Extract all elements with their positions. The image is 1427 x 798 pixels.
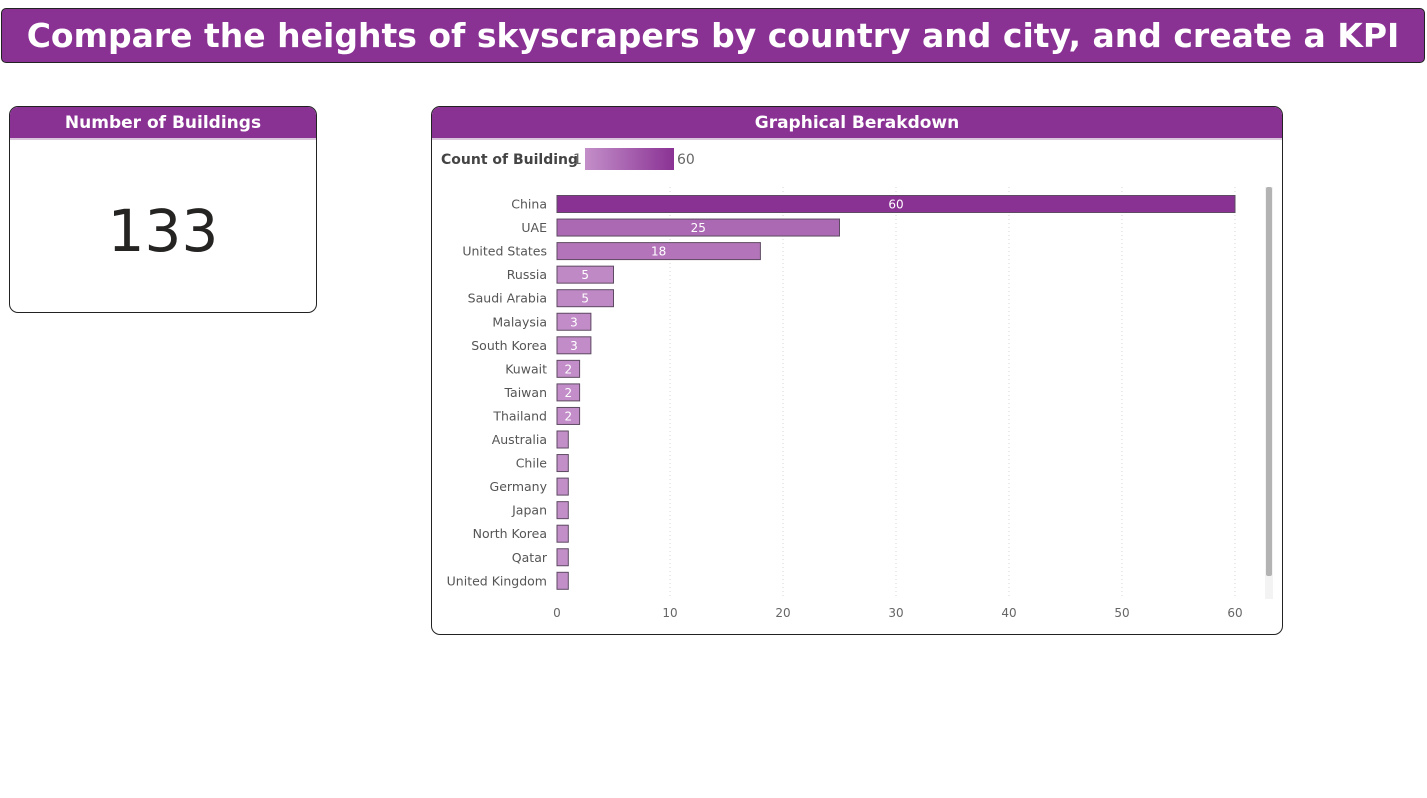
chart-title: Graphical Berakdown — [432, 107, 1282, 140]
bar-data-label: 5 — [581, 268, 589, 282]
bar-kuwait[interactable] — [556, 359, 581, 378]
x-tick-label: 20 — [775, 606, 790, 620]
legend-max-label: 60 — [677, 152, 695, 168]
chart-scrollbar[interactable] — [1265, 187, 1273, 599]
bar-japan[interactable] — [556, 501, 569, 520]
bar-saudi-arabia[interactable] — [556, 289, 614, 308]
category-label: Taiwan — [503, 385, 547, 400]
bar-qatar[interactable] — [556, 548, 569, 567]
bar-data-label: 60 — [888, 198, 903, 212]
category-label: Malaysia — [492, 314, 547, 329]
bar-data-label: 18 — [651, 245, 666, 259]
category-label: North Korea — [473, 526, 547, 541]
category-label: Qatar — [512, 550, 548, 565]
category-label: Saudi Arabia — [468, 291, 547, 306]
category-label: Japan — [511, 503, 547, 518]
bar-russia[interactable] — [556, 265, 614, 284]
bar-taiwan[interactable] — [556, 383, 581, 402]
chart-card[interactable]: Graphical Berakdown Count of Building 1 … — [431, 106, 1283, 635]
category-label: Russia — [507, 267, 547, 282]
category-label: Chile — [516, 456, 548, 471]
x-tick-label: 50 — [1114, 606, 1129, 620]
kpi-card[interactable]: Number of Buildings 133 — [9, 106, 317, 313]
category-label: United States — [462, 244, 547, 259]
bar-data-label: 3 — [570, 315, 578, 329]
scrollbar-thumb[interactable] — [1266, 187, 1272, 576]
legend-title: Count of Building — [441, 152, 578, 168]
kpi-card-title: Number of Buildings — [10, 107, 316, 140]
category-label: Germany — [490, 479, 548, 494]
bar-data-label: 25 — [691, 221, 706, 235]
bar-uae[interactable] — [556, 218, 840, 237]
page-title-bar: Compare the heights of skyscrapers by co… — [1, 8, 1425, 63]
category-label: South Korea — [471, 338, 547, 353]
legend-min-label: 1 — [573, 152, 582, 168]
x-axis-ticks: 0 10 20 30 40 50 60 — [553, 606, 1242, 620]
x-tick-label: 10 — [662, 606, 677, 620]
category-labels: China UAE United States Russia Saudi Arabia M… — [447, 197, 548, 589]
bar-chile[interactable] — [556, 454, 569, 473]
bar-united-states[interactable] — [556, 242, 761, 261]
category-label: Australia — [492, 432, 547, 447]
bar-data-label: 2 — [564, 386, 572, 400]
bar-data-label: 2 — [564, 362, 572, 376]
bar-united-kingdom[interactable] — [556, 571, 569, 590]
bar-data-label: 5 — [581, 292, 589, 306]
category-label: United Kingdom — [447, 573, 547, 588]
bar-data-label: 3 — [570, 339, 578, 353]
category-label: China — [511, 197, 547, 212]
category-label: Thailand — [492, 408, 547, 423]
page-title: Compare the heights of skyscrapers by co… — [26, 16, 1400, 55]
category-label: Kuwait — [505, 361, 547, 376]
legend-gradient — [585, 148, 674, 170]
bar-malaysia[interactable] — [556, 312, 592, 331]
category-label: UAE — [521, 220, 547, 235]
bar-germany[interactable] — [556, 477, 569, 496]
x-tick-label: 60 — [1227, 606, 1242, 620]
bar-thailand[interactable] — [556, 406, 581, 425]
bar-north-korea[interactable] — [556, 524, 569, 543]
bar-south-korea[interactable] — [556, 336, 592, 355]
kpi-value: 133 — [107, 197, 219, 265]
bar-australia[interactable] — [556, 430, 569, 449]
x-tick-label: 30 — [888, 606, 903, 620]
bar-data-label: 2 — [564, 409, 572, 423]
bar-china[interactable] — [556, 195, 1236, 213]
x-tick-label: 0 — [553, 606, 561, 620]
chart-legend: Count of Building 1 60 — [441, 148, 695, 170]
x-tick-label: 40 — [1001, 606, 1016, 620]
